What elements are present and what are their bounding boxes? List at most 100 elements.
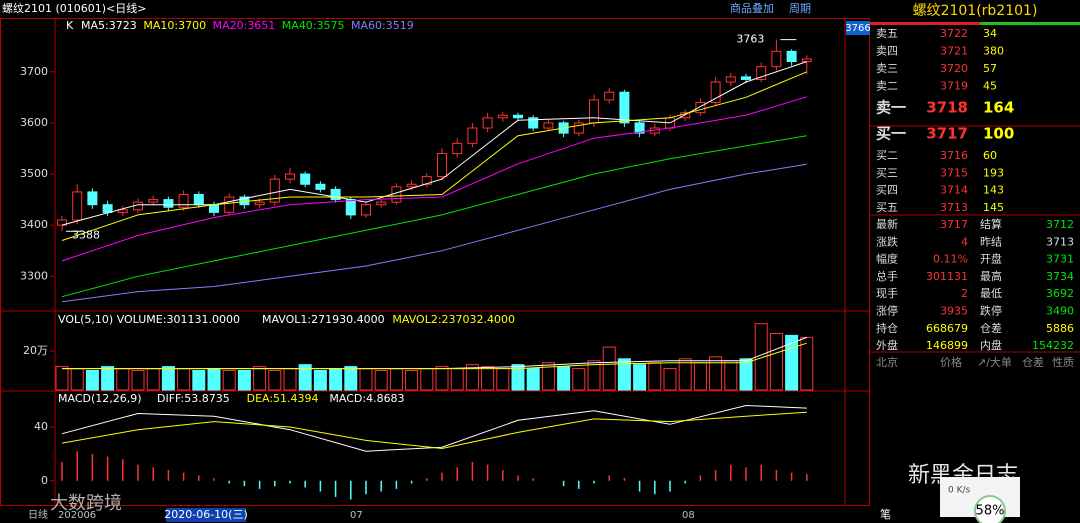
watermark: 大数跨境 [50, 493, 122, 514]
candle-body [391, 186, 402, 203]
candle-body [57, 219, 67, 226]
candle-body [589, 99, 599, 124]
book-label: 卖二 [876, 80, 898, 93]
candle-body [801, 58, 812, 63]
stat-value: 301131 [926, 270, 968, 283]
column-header: 仓差 [1022, 355, 1044, 369]
candle-body [209, 204, 219, 213]
book-price: 3721 [940, 45, 968, 58]
legend-entry: MACD:4.8683 [329, 392, 404, 405]
cursor-box [166, 508, 246, 522]
book-label: 买二 [876, 149, 898, 162]
stat-value: 3935 [940, 305, 968, 318]
volume-bar [116, 368, 130, 391]
stat-label: 最低 [980, 287, 1002, 300]
stat-label: 总手 [876, 269, 898, 283]
footer-period: 日线 [28, 508, 48, 521]
volume-bar [70, 368, 84, 391]
volume-bar [405, 370, 419, 391]
volume-bar [557, 366, 571, 391]
candle-body [193, 193, 204, 206]
stat-value: 146899 [926, 339, 968, 352]
book-label: 卖三 [876, 62, 898, 75]
stat-value: 3713 [1046, 235, 1074, 248]
volume-bar [617, 358, 631, 391]
candle-body [741, 76, 751, 80]
stat-value: 4 [961, 235, 968, 248]
stat-label: 外盘 [876, 338, 898, 352]
y-tick-label: 3400 [20, 218, 48, 231]
candle-body [710, 81, 721, 103]
volume-bar [359, 368, 373, 391]
candle-body [467, 127, 478, 144]
y-tick-label: 40 [34, 420, 48, 433]
candle-body [315, 183, 326, 190]
legend-entry: DEA:51.4394 [247, 392, 319, 405]
candle-body [254, 201, 265, 206]
book-label: 卖一 [876, 99, 906, 117]
ma-line [61, 96, 807, 262]
candle-body [361, 204, 371, 216]
book-volume: 45 [983, 80, 997, 93]
candle-body [178, 193, 189, 208]
book-price: 3718 [926, 99, 968, 117]
book-volume: 100 [983, 125, 1014, 143]
volume-bar [253, 366, 267, 391]
book-label: 卖四 [876, 45, 898, 58]
candle-body [224, 196, 235, 213]
volume-bar [55, 366, 69, 391]
candle-body [87, 191, 98, 206]
volume-bar [101, 366, 115, 391]
stat-value: 3731 [1046, 253, 1074, 266]
candle-body [604, 91, 615, 101]
volume-bar [420, 368, 434, 391]
stat-label: 内盘 [980, 338, 1002, 352]
volume-bar [541, 362, 555, 391]
y-tick-label: 3500 [20, 167, 48, 180]
footer-bar [0, 506, 870, 523]
legend-entry: MAVOL1:271930.4000 [262, 313, 385, 326]
stat-value: 154232 [1032, 339, 1074, 352]
candle-body [786, 50, 797, 63]
volume-bar [663, 368, 677, 391]
percent-ring [974, 495, 1006, 523]
stat-label: 持仓 [876, 321, 898, 335]
stat-label: 结算 [980, 217, 1002, 231]
book-price: 3722 [940, 27, 968, 40]
footer-start: 202006 [58, 510, 96, 521]
volume-bar [237, 370, 251, 391]
month-label: 07 [350, 510, 363, 521]
volume-bar [435, 366, 449, 391]
overlay-button[interactable]: 商品叠加 [730, 1, 774, 15]
y-tick-label: 0 [41, 474, 48, 487]
frames [0, 18, 1080, 506]
stat-value: 3734 [1046, 270, 1074, 283]
volume-bar [465, 364, 479, 391]
volume-bar [146, 368, 160, 391]
quote-title: 螺纹2101(rb2101) [913, 3, 1038, 19]
candle-body [421, 176, 432, 185]
volume-bar [298, 364, 312, 391]
price-tag: 3766 [845, 23, 870, 34]
ma-line [61, 61, 807, 226]
volume-bar [693, 362, 707, 391]
volume-bar [526, 368, 540, 391]
period-button[interactable]: 周期 [789, 2, 811, 15]
volume-bar [633, 364, 647, 391]
stat-label: 最高 [980, 269, 1002, 283]
book-price: 3720 [940, 62, 968, 75]
y-tick-label: 20万 [23, 344, 48, 357]
footer-right[interactable]: 笔 [880, 507, 891, 521]
candle-body [117, 209, 128, 213]
volume-bar [769, 332, 783, 391]
ma-line [61, 163, 807, 303]
candle-body [376, 201, 387, 206]
stat-value: 668679 [926, 322, 968, 335]
ma-line [62, 342, 807, 370]
ratio-green [980, 22, 1080, 25]
candle-body [72, 191, 83, 221]
candle-body [482, 117, 493, 129]
volume-bar [678, 358, 692, 391]
